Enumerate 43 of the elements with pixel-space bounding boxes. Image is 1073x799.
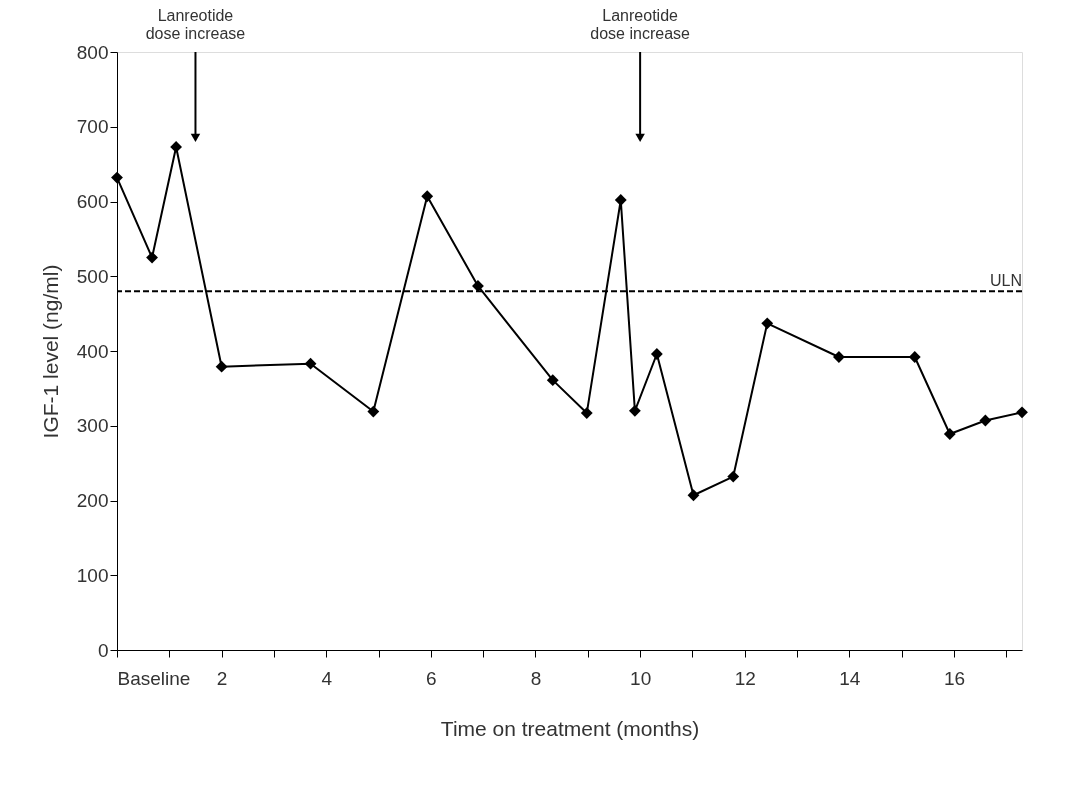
point — [687, 489, 700, 502]
point — [546, 374, 559, 387]
point — [727, 470, 740, 483]
y-tick-label: 500 — [76, 265, 109, 287]
y-axis-title: IGF-1 level (ng/ml) — [38, 264, 62, 439]
point — [614, 194, 627, 206]
point — [650, 348, 663, 360]
ref-line-label: ULN — [989, 272, 1022, 290]
point — [146, 251, 158, 264]
point — [1016, 406, 1028, 419]
point — [170, 141, 183, 153]
point — [421, 190, 434, 203]
x-tick-label: Baseline — [117, 667, 191, 689]
y-tick-label: 0 — [97, 639, 109, 661]
x-axis-title: Time on treatment (months) — [440, 716, 700, 740]
point — [832, 351, 845, 363]
y-tick-label: 700 — [76, 116, 109, 138]
x-tick-label: 4 — [321, 667, 333, 689]
x-tick-label: 8 — [530, 667, 542, 689]
point — [215, 360, 228, 373]
y-tick-label: 100 — [76, 564, 109, 586]
point — [943, 428, 956, 440]
x-tick-label: 2 — [216, 667, 228, 689]
y-tick-label: 800 — [76, 41, 109, 63]
x-tick-label: 16 — [943, 667, 966, 689]
y-tick-label: 400 — [76, 340, 109, 362]
point — [580, 407, 593, 419]
x-tick-label: 10 — [630, 667, 652, 689]
annotation: Lanreotide dose increase — [145, 7, 246, 42]
x-tick-label: 6 — [426, 667, 437, 689]
point — [367, 405, 380, 418]
y-tick-label: 300 — [76, 415, 109, 437]
point — [761, 317, 774, 330]
point — [979, 414, 992, 427]
x-tick-label: 12 — [734, 667, 756, 689]
point — [628, 404, 641, 417]
point — [304, 357, 317, 370]
y-tick-label: 200 — [76, 490, 109, 511]
y-tick-label: 600 — [76, 191, 109, 212]
x-tick-label: 14 — [839, 667, 861, 689]
point — [111, 171, 123, 184]
point — [472, 280, 484, 292]
annotation: Lanreotide dose increase — [590, 7, 691, 42]
